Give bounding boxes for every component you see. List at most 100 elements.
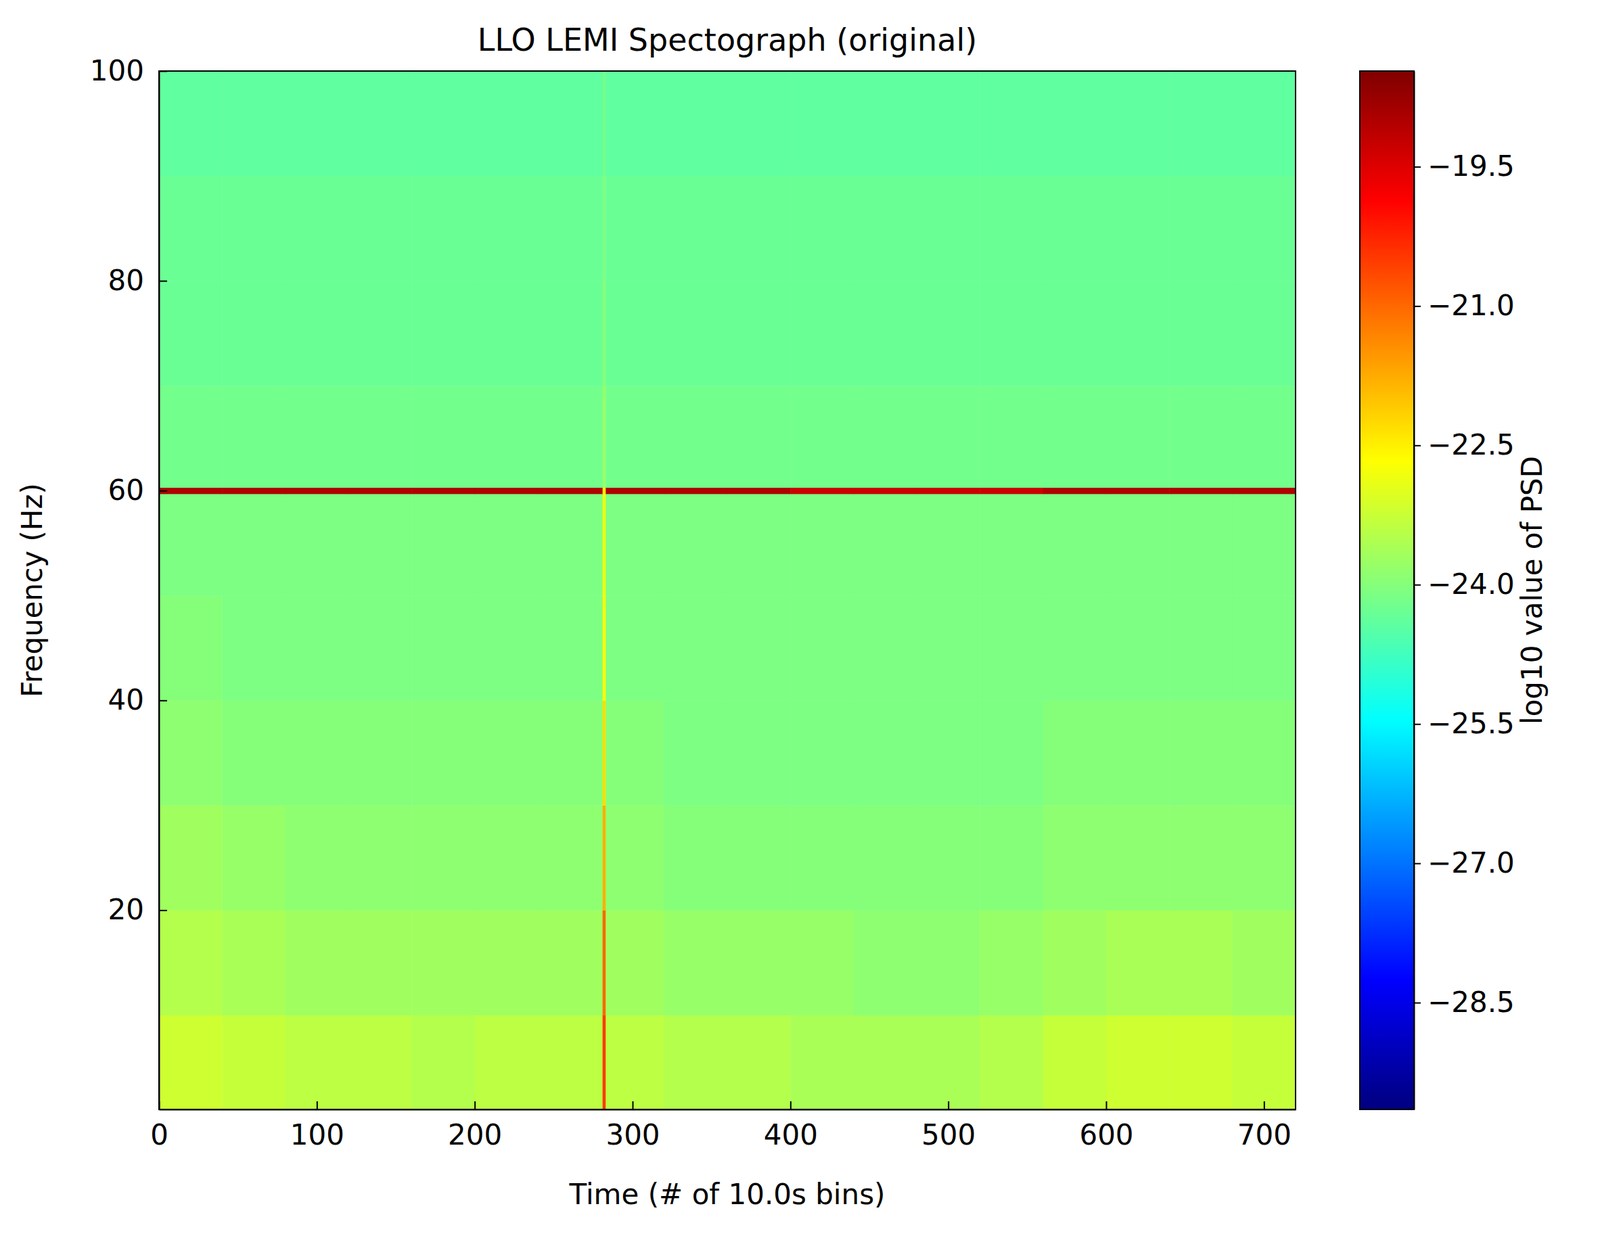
heatmap-cell — [474, 805, 539, 911]
heatmap-cell — [664, 487, 728, 495]
tick-label: 40 — [108, 683, 145, 717]
heatmap-cell — [790, 595, 854, 701]
heatmap-cell — [537, 595, 603, 701]
heatmap-cell — [537, 805, 603, 911]
heatmap-cell — [602, 175, 607, 282]
heatmap-cell — [158, 805, 223, 911]
tick-mark — [632, 1101, 634, 1110]
heatmap-cell — [1043, 909, 1107, 1016]
heatmap-cell — [158, 493, 223, 597]
tick: 40 — [108, 683, 168, 717]
heatmap-cell — [727, 700, 791, 806]
heatmap-cell — [285, 71, 350, 177]
heatmap-cell — [158, 1014, 223, 1110]
tick-mark — [158, 71, 168, 73]
heatmap-cell — [979, 700, 1044, 806]
y-axis-title: Frequency (Hz) — [15, 483, 49, 698]
tick-mark — [1413, 445, 1421, 447]
tick-label: 400 — [763, 1118, 818, 1152]
heatmap-cell — [158, 71, 223, 177]
heatmap-cell — [664, 805, 728, 911]
heatmap-cell — [1106, 71, 1170, 177]
heatmap-cell — [474, 595, 539, 701]
heatmap-cell — [979, 909, 1044, 1016]
heatmap-cell — [853, 909, 918, 1016]
heatmap-cell — [853, 71, 918, 177]
heatmap-cell — [411, 700, 475, 806]
tick-mark — [158, 280, 168, 283]
heatmap-cell — [727, 595, 791, 701]
heatmap-cell — [1232, 280, 1296, 387]
heatmap-cell — [1169, 1014, 1233, 1110]
heatmap-cell — [411, 909, 475, 1016]
heatmap-cell — [221, 595, 286, 701]
heatmap-cell — [602, 385, 607, 488]
heatmap-cell — [411, 280, 475, 387]
tick: 200 — [447, 1101, 502, 1152]
heatmap-cell — [348, 595, 413, 701]
heatmap-cell — [1043, 175, 1107, 282]
colorbar-axis: −19.5−21.0−22.5−24.0−25.5−27.0−28.5 — [1413, 71, 1515, 1111]
tick: 20 — [108, 893, 168, 927]
tick-mark — [474, 1101, 476, 1110]
tick-label: −24.0 — [1427, 567, 1515, 601]
heatmap-cell — [158, 385, 223, 488]
tick: −24.0 — [1413, 567, 1515, 601]
heatmap-cell — [790, 487, 854, 495]
heatmap-cell — [916, 280, 981, 387]
heatmap-cell — [605, 700, 665, 806]
heatmap-cell — [605, 280, 665, 387]
heatmap-cell — [790, 700, 854, 806]
heatmap-cell — [916, 595, 981, 701]
heatmap-cell — [979, 385, 1044, 488]
tick: 100 — [290, 1101, 345, 1152]
tick-mark — [158, 700, 168, 702]
tick: −27.0 — [1413, 846, 1515, 880]
heatmap-cell — [537, 487, 603, 495]
heatmap-cell — [474, 71, 539, 177]
heatmap-cell — [474, 1014, 539, 1110]
heatmap-cell — [474, 385, 539, 488]
heatmap-cell — [1169, 909, 1233, 1016]
heatmap-cell — [979, 493, 1044, 597]
heatmap-cell — [1232, 71, 1296, 177]
heatmap-cell — [1169, 805, 1233, 911]
heatmap-cell — [605, 805, 665, 911]
heatmap-cell — [537, 493, 603, 597]
heatmap-cell — [537, 175, 603, 282]
heatmap-cell — [602, 700, 607, 806]
tick-label: −28.5 — [1427, 985, 1515, 1019]
heatmap-cell — [285, 595, 350, 701]
heatmap-cell — [1232, 493, 1296, 597]
heatmap-cell — [727, 385, 791, 488]
heatmap-cell — [1106, 493, 1170, 597]
heatmap-cell — [790, 385, 854, 488]
heatmap-cell — [411, 175, 475, 282]
heatmap-cell — [221, 1014, 286, 1110]
heatmap-cell — [221, 385, 286, 488]
chart-title: LLO LEMI Spectograph (original) — [477, 21, 977, 59]
heatmap-cell — [664, 385, 728, 488]
heatmap-cell — [727, 71, 791, 177]
tick-mark — [158, 490, 168, 492]
heatmap-cell — [1106, 175, 1170, 282]
heatmap-cell — [1106, 385, 1170, 488]
heatmap-cell — [602, 1014, 607, 1110]
heatmap-cell — [1043, 595, 1107, 701]
heatmap-cell — [605, 385, 665, 488]
plot-frame — [158, 71, 1296, 1110]
tick-mark — [1413, 863, 1421, 865]
heatmap-cell — [979, 805, 1044, 911]
heatmap-cell — [221, 700, 286, 806]
heatmap-cell — [158, 175, 223, 282]
heatmap-cell — [979, 1014, 1044, 1110]
heatmap-cell — [1043, 280, 1107, 387]
tick: −25.5 — [1413, 706, 1515, 741]
heatmap-cell — [853, 493, 918, 597]
heatmap-cell — [664, 71, 728, 177]
heatmap-cell — [1169, 71, 1233, 177]
heatmap-cell — [348, 385, 413, 488]
heatmap-cell — [348, 493, 413, 597]
heatmap-cell — [1169, 700, 1233, 806]
heatmap-cell — [727, 909, 791, 1016]
